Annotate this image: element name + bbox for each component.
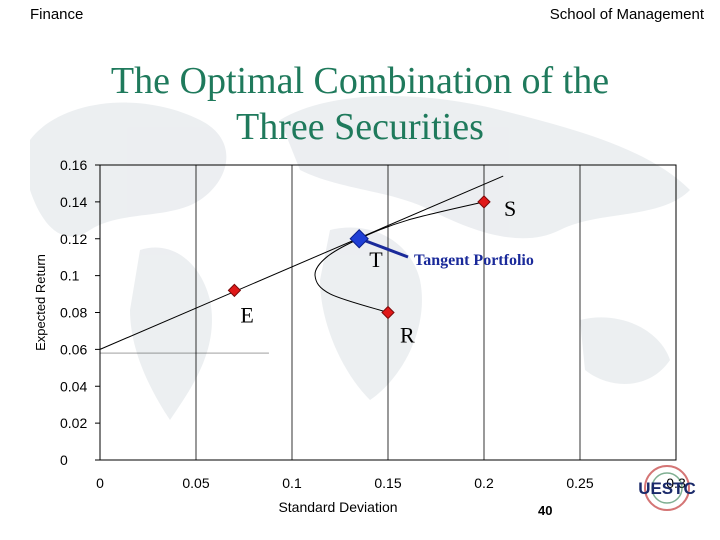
point-r-label: R: [400, 323, 415, 348]
x-tick-label: 0: [96, 475, 104, 491]
x-axis-label: Standard Deviation: [278, 499, 397, 515]
point-r-marker: [381, 305, 395, 320]
header-school-label: School of Management: [549, 6, 704, 23]
slide-title: The Optimal Combination of the Three Sec…: [0, 58, 720, 150]
point-t-label: T: [369, 247, 383, 272]
y-tick-label: 0.04: [60, 378, 87, 394]
tangent-portfolio-pointer: [364, 239, 409, 259]
point-s-marker: [477, 195, 491, 209]
x-tick-label: 0.25: [566, 475, 593, 491]
y-tick-label: 0.06: [60, 341, 87, 357]
header-course-label: Finance: [30, 6, 84, 23]
point-t-marker: [349, 229, 369, 249]
page-number: 40: [538, 503, 553, 518]
x-tick-label: 0.2: [474, 475, 494, 491]
efficient-frontier-curve: [314, 201, 485, 313]
x-tick-label: 0.3: [666, 475, 686, 491]
point-s-label: S: [504, 196, 516, 221]
y-tick-label: 0.14: [60, 194, 87, 210]
university-logo: UESTC: [638, 465, 696, 511]
x-tick-label: 0.1: [282, 475, 302, 491]
x-tick-label: 0.15: [374, 475, 401, 491]
point-e-marker: [227, 283, 242, 298]
slide-title-line-2: Three Securities: [236, 106, 484, 148]
y-tick-label: 0: [60, 452, 68, 468]
y-tick-label: 0.16: [60, 157, 87, 173]
tangent-portfolio-annotation: Tangent Portfolio: [414, 252, 534, 269]
x-tick-label: 0.05: [182, 475, 209, 491]
slide-title-line-1: The Optimal Combination of the: [110, 60, 610, 102]
y-tick-label: 0.08: [60, 305, 87, 321]
y-tick-label: 0.02: [60, 415, 87, 431]
y-tick-label: 0.12: [60, 231, 87, 247]
y-tick-label: 0.1: [60, 268, 80, 284]
world-map-watermark: [30, 96, 690, 420]
y-axis-label: Expected Return: [33, 254, 48, 351]
capital-allocation-line: [99, 175, 504, 350]
point-e-label: E: [240, 302, 253, 327]
logo-text: UESTC: [638, 479, 696, 498]
